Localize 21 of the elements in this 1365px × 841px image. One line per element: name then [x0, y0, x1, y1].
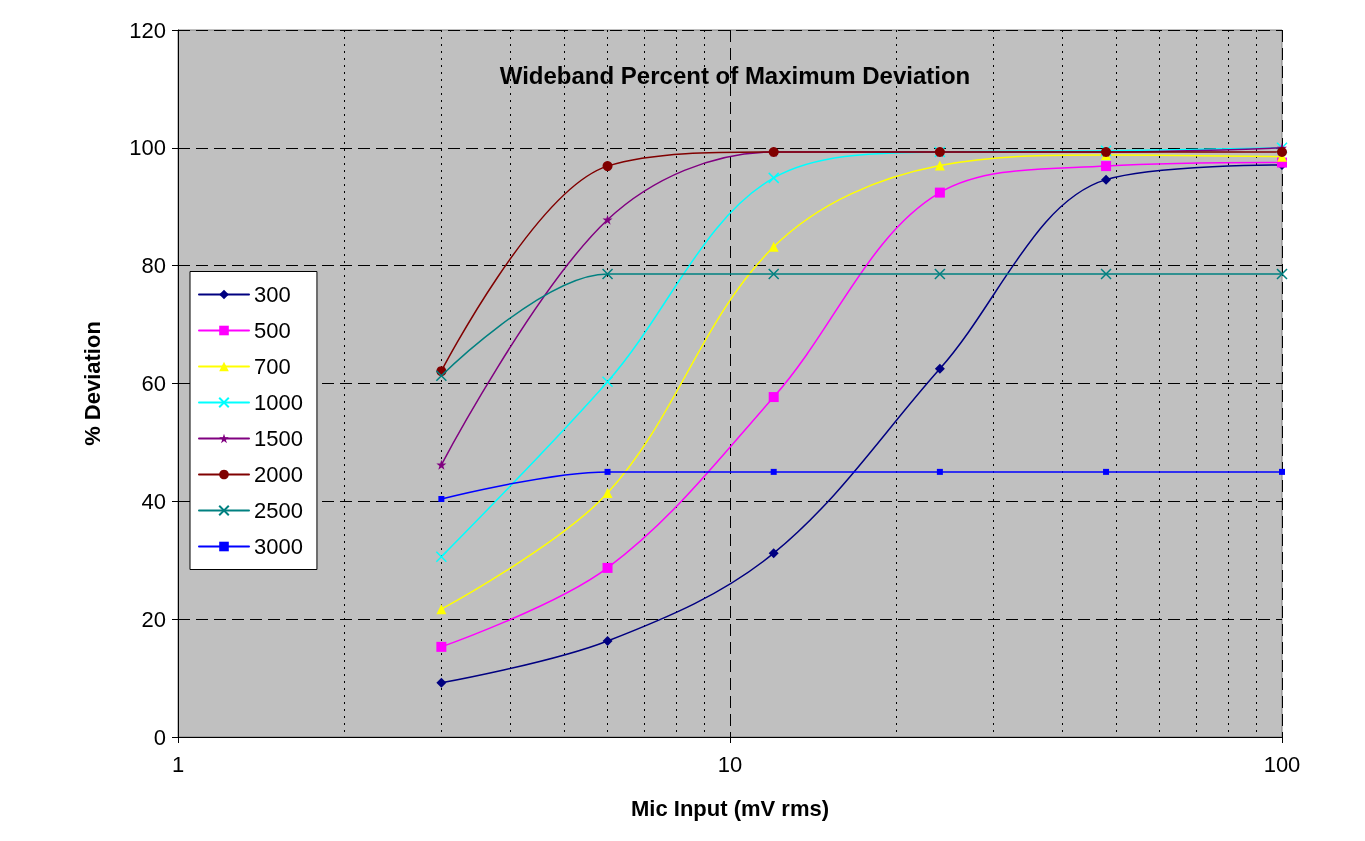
legend-label: 500 — [254, 318, 291, 343]
legend-label: 700 — [254, 354, 291, 379]
y-tick-label: 0 — [153, 724, 166, 750]
y-tick-label: 60 — [141, 371, 166, 396]
x-tick-label: 10 — [717, 751, 743, 777]
legend-label: 1500 — [254, 426, 303, 451]
x-axis-title: Mic Input (mV rms) — [630, 795, 830, 821]
text: Wideband Percent of Maximum Deviation — [499, 61, 971, 89]
legend-label: 2000 — [254, 462, 303, 487]
legend-label: 1000 — [254, 390, 303, 415]
y-tick-label: 40 — [141, 488, 166, 514]
y-axis-title: % Deviation — [79, 321, 105, 446]
y-tick-label: 100 — [129, 135, 166, 161]
y-tick-label: 120 — [129, 17, 166, 43]
y-tick-label: 20 — [141, 606, 166, 632]
x-tick-label: 1 — [171, 751, 185, 777]
y-tick-label: 80 — [141, 253, 166, 279]
legend-label: 300 — [254, 282, 291, 307]
legend-label: 2500 — [254, 498, 303, 523]
x-tick-label: 100 — [1263, 751, 1301, 777]
legend-label: 3000 — [254, 534, 303, 559]
